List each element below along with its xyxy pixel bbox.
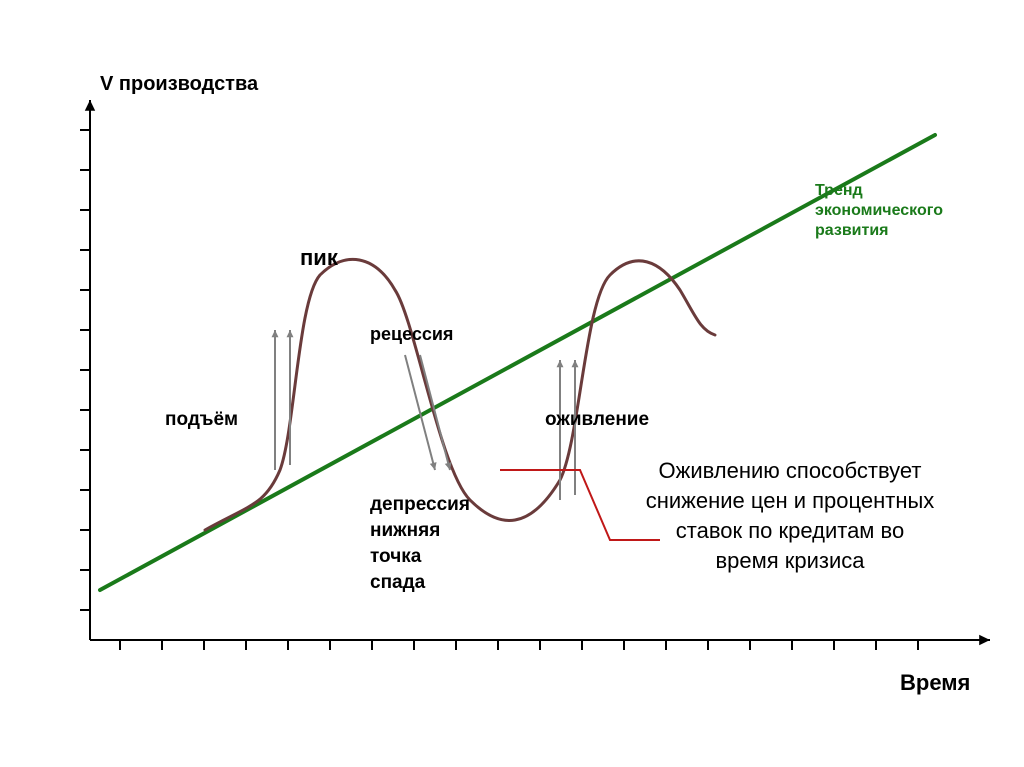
y-axis-title: V производства: [100, 73, 259, 95]
phase-labels: пик рецессия подъём оживление депрессия нижня…: [165, 245, 649, 593]
annotation-line: Оживлению способствует: [658, 458, 921, 483]
depression-label: точка: [370, 546, 422, 567]
annotation-line: ставок по кредитам во: [676, 518, 904, 543]
callout-connector: [500, 470, 660, 540]
depression-label: депрессия: [370, 494, 470, 515]
revival-label: оживление: [545, 409, 649, 430]
axes: V производства Время: [80, 73, 990, 695]
annotation-line: время кризиса: [715, 548, 865, 573]
economic-cycle-diagram: V производства Время Тренд экономического ра…: [0, 0, 1024, 767]
depression-label: нижняя: [370, 520, 440, 541]
rise-label: подъём: [165, 409, 238, 430]
trend-label: развития: [815, 222, 889, 239]
annotation-line: снижение цен и процентных: [646, 488, 935, 513]
annotation-text: Оживлению способствует снижение цен и про…: [646, 458, 935, 573]
recession-label: рецессия: [370, 324, 453, 344]
trend-label: экономического: [815, 202, 943, 219]
peak-label: пик: [300, 245, 339, 270]
depression-label: спада: [370, 572, 426, 593]
trend-label: Тренд: [815, 182, 863, 199]
x-axis-title: Время: [900, 670, 970, 695]
